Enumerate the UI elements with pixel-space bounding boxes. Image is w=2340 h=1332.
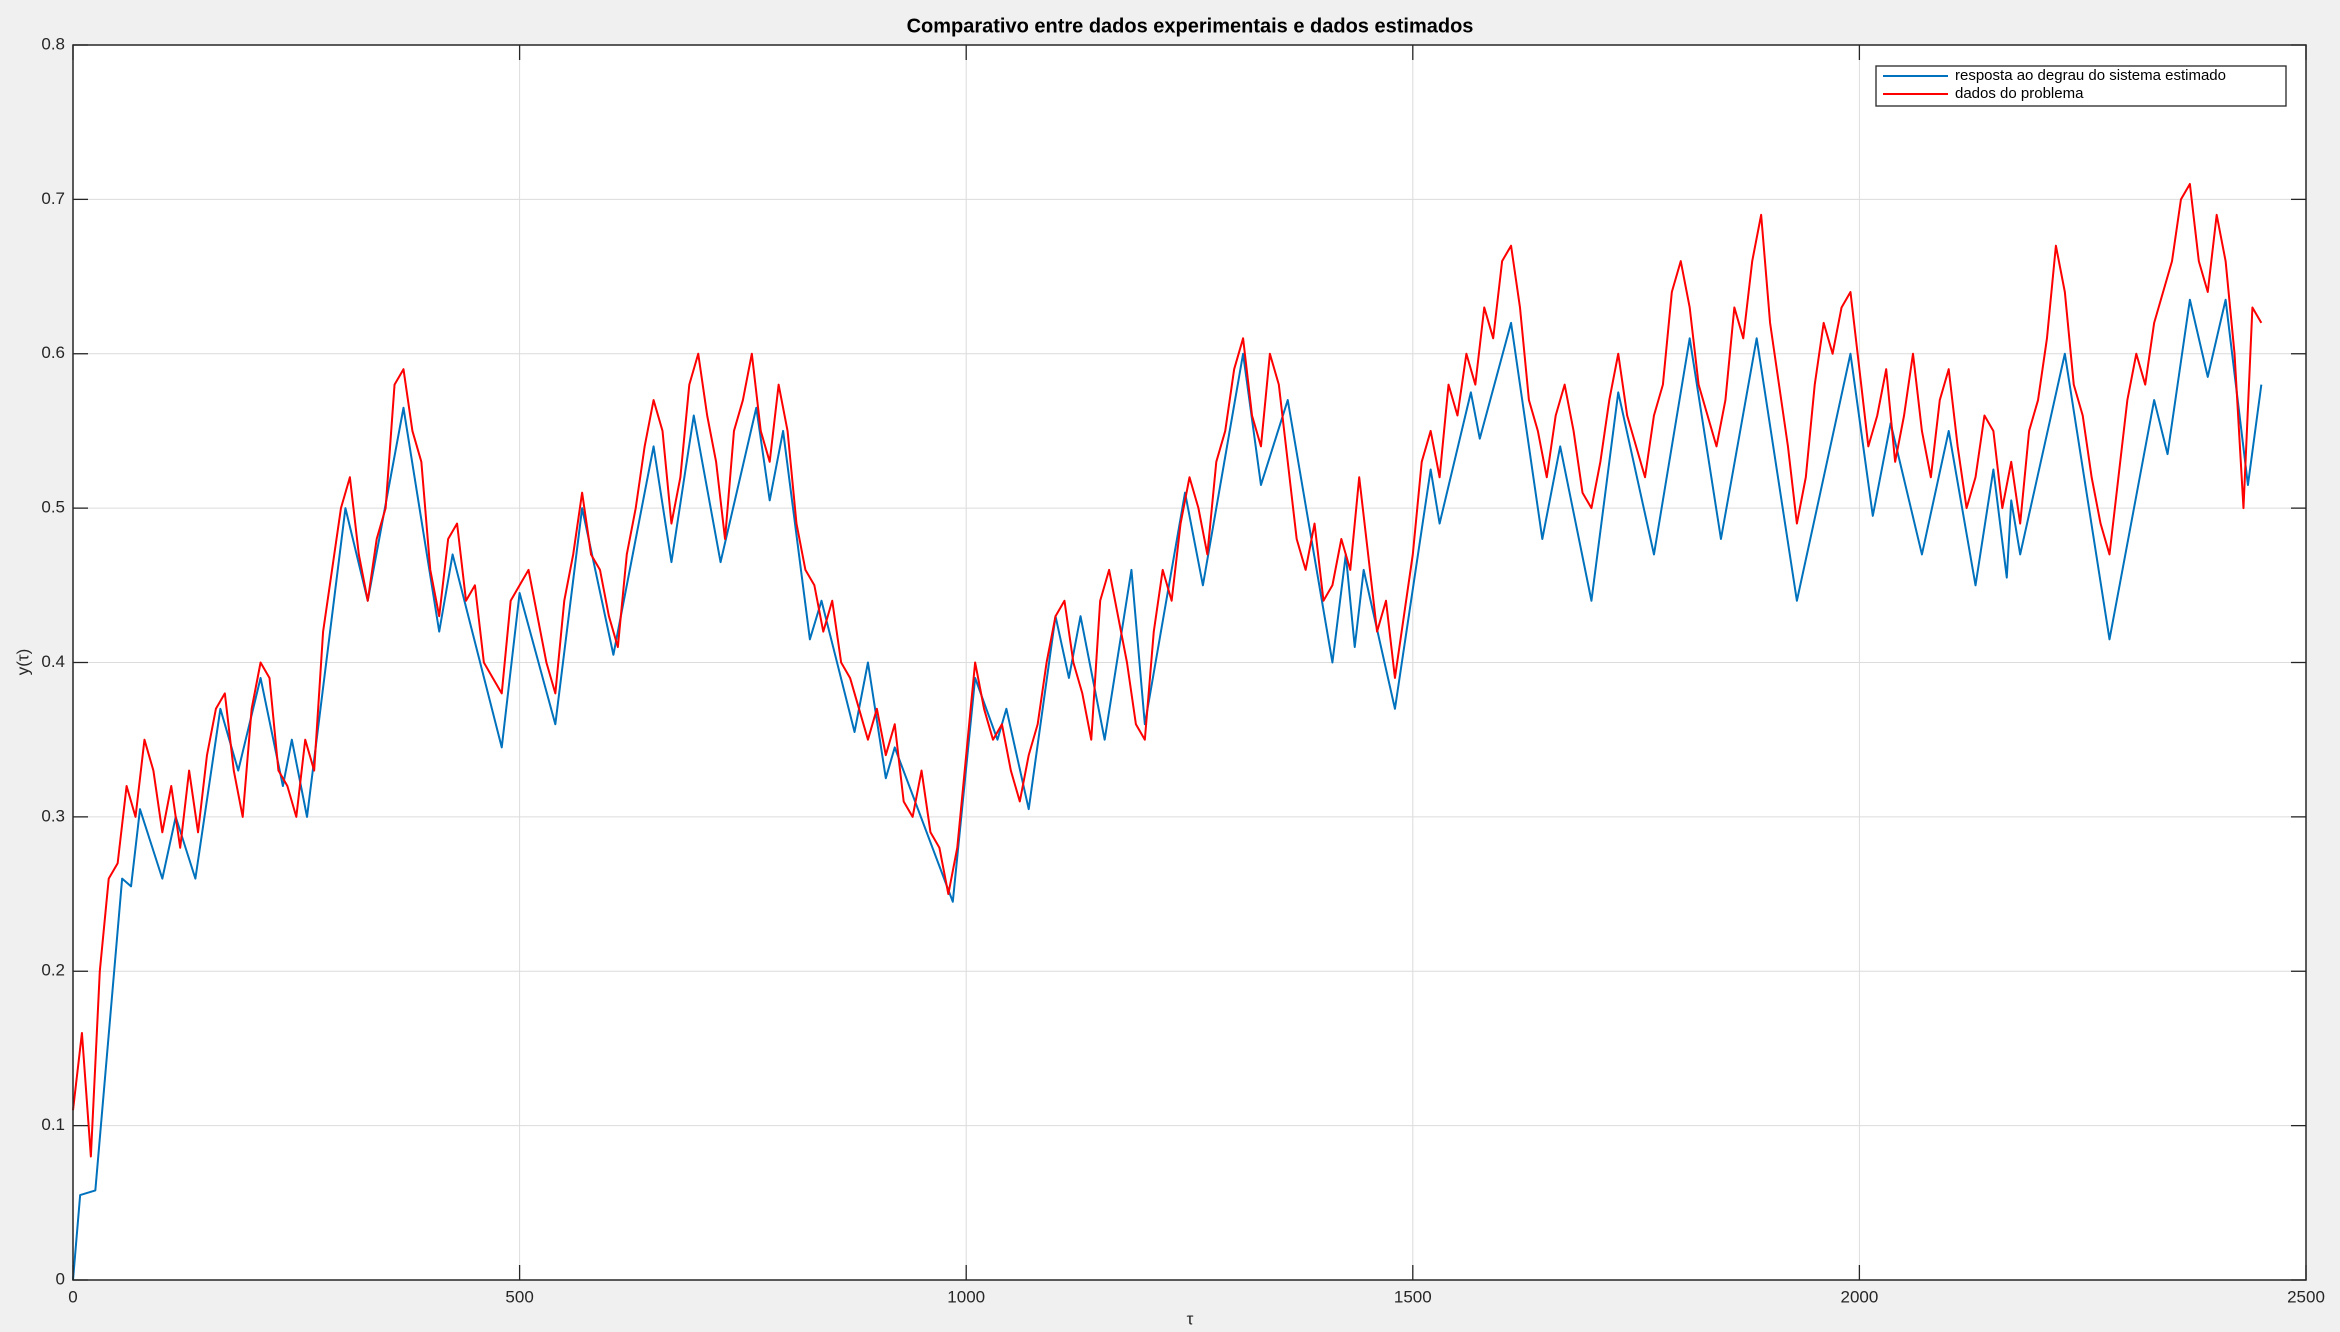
x-tick-label: 1000 bbox=[947, 1287, 985, 1306]
legend-label: dados do problema bbox=[1955, 85, 2084, 102]
y-tick-label: 0.1 bbox=[41, 1115, 65, 1134]
y-tick-label: 0.2 bbox=[41, 961, 65, 980]
y-axis-label: y(τ) bbox=[13, 649, 32, 676]
x-tick-label: 0 bbox=[68, 1287, 77, 1306]
x-tick-label: 2500 bbox=[2287, 1287, 2325, 1306]
legend-box bbox=[1875, 65, 2287, 107]
chart-title: Comparativo entre dados experimentais e … bbox=[907, 15, 1474, 37]
ticks: 0 500 1000 1500 2000 2500 0 0.1 0.2 0.3 0.4 0.5 0.6 0… bbox=[41, 34, 2325, 1306]
x-tick-label: 2000 bbox=[1840, 1287, 1878, 1306]
lines bbox=[72, 182, 2263, 1281]
x-tick-label: 500 bbox=[505, 1287, 533, 1306]
y-tick-label: 0.7 bbox=[41, 189, 65, 208]
x-axis-label: τ bbox=[1187, 1309, 1194, 1328]
data-line bbox=[72, 182, 2263, 1158]
y-tick-label: 0.8 bbox=[41, 34, 65, 53]
y-tick-label: 0.4 bbox=[41, 652, 65, 671]
legend-label: resposta ao degrau do sistema estimado bbox=[1955, 67, 2226, 84]
legend: resposta ao degrau do sistema estimadoda… bbox=[1875, 65, 2287, 107]
y-tick-label: 0.5 bbox=[41, 498, 65, 517]
y-tick-label: 0.6 bbox=[41, 343, 65, 362]
x-tick-label: 1500 bbox=[1394, 1287, 1432, 1306]
y-tick-label: 0 bbox=[56, 1269, 65, 1288]
data-line bbox=[72, 298, 2263, 1281]
y-tick-label: 0.3 bbox=[41, 806, 65, 825]
